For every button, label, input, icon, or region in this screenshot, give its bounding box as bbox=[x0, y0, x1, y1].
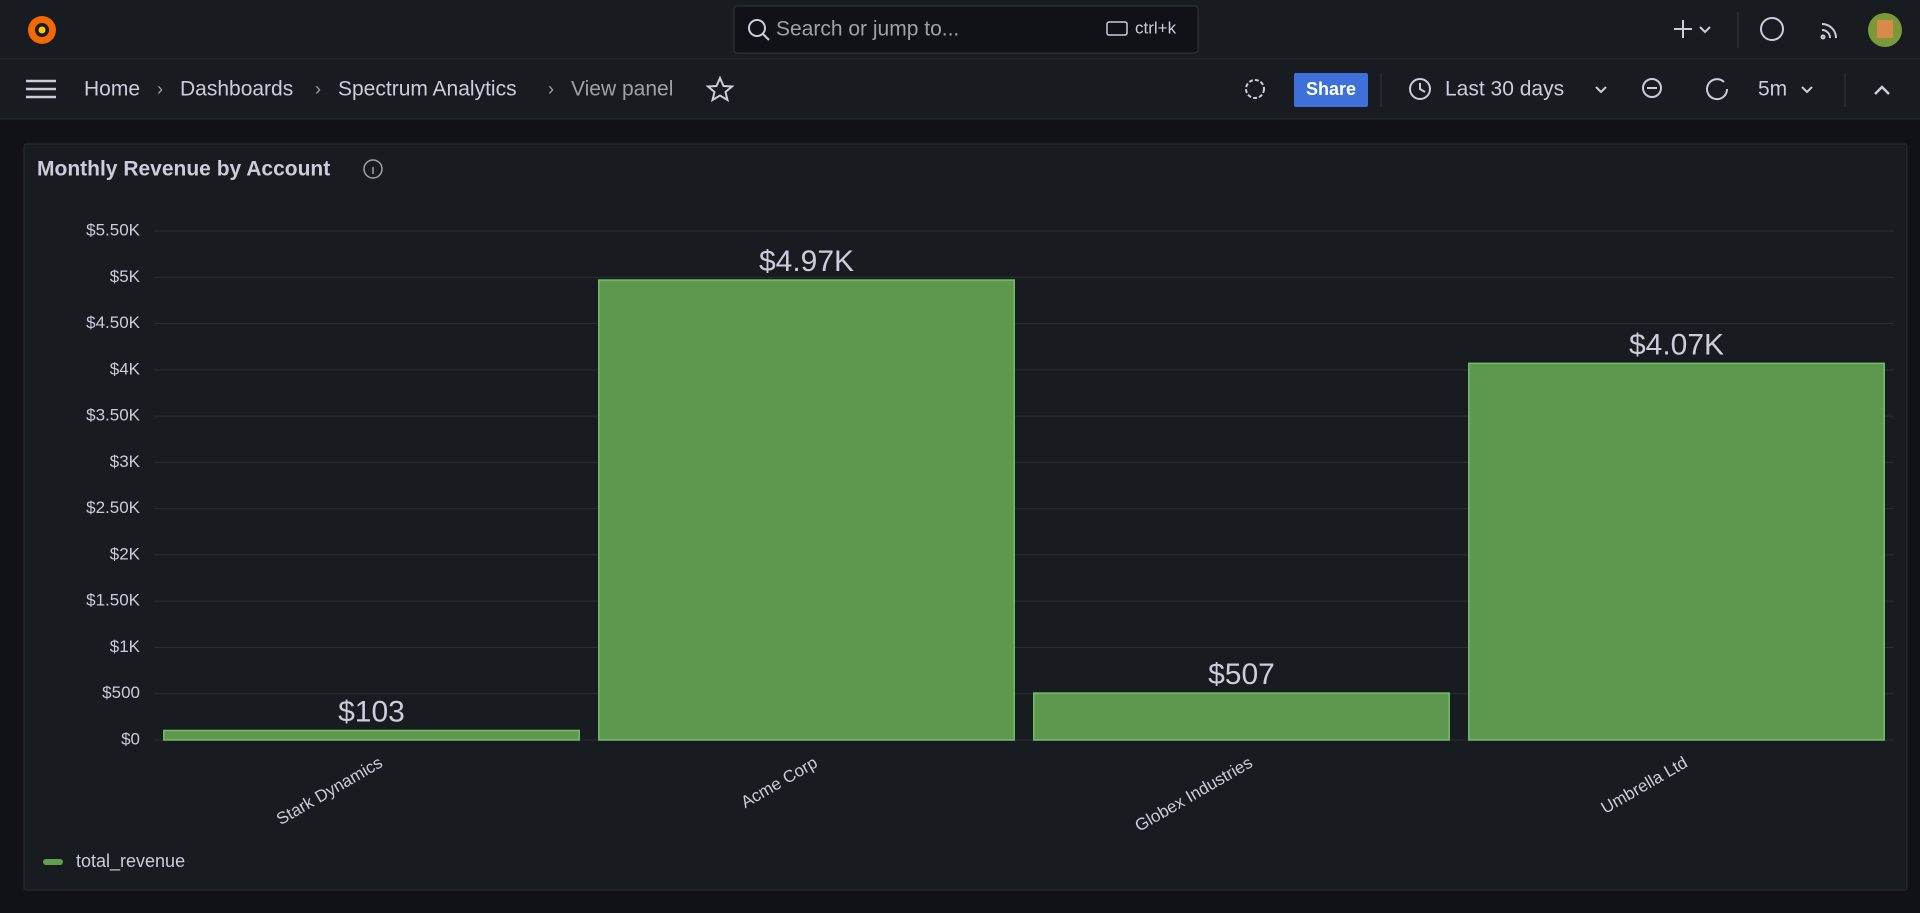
breadcrumb-sep: › bbox=[548, 79, 554, 99]
zoom-out-icon[interactable] bbox=[1642, 78, 1662, 98]
news-icon[interactable] bbox=[1820, 23, 1837, 40]
chevron bbox=[1699, 26, 1711, 34]
breadcrumb[interactable]: Spectrum Analytics bbox=[338, 78, 517, 101]
y-tick-label: $4K bbox=[110, 359, 141, 378]
breadcrumb-sep: › bbox=[315, 79, 321, 99]
y-tick-label: $2K bbox=[110, 544, 141, 563]
star-icon[interactable] bbox=[705, 75, 735, 103]
value-label: $4.07K bbox=[1629, 328, 1724, 361]
clock-icon[interactable] bbox=[1409, 78, 1431, 100]
chevron bbox=[1801, 86, 1813, 94]
breadcrumb: View panel bbox=[571, 78, 673, 101]
time-range[interactable]: Last 30 days bbox=[1445, 78, 1564, 101]
info-icon[interactable] bbox=[363, 159, 383, 179]
breadcrumb[interactable]: Dashboards bbox=[180, 78, 293, 101]
avatar-face bbox=[1877, 20, 1893, 38]
nav-bar bbox=[0, 60, 1920, 119]
bar bbox=[1033, 692, 1450, 741]
refresh-icon[interactable] bbox=[1706, 78, 1729, 101]
breadcrumb-sep: › bbox=[157, 79, 163, 99]
rss-arc bbox=[1821, 23, 1837, 39]
y-tick-label: $5K bbox=[110, 267, 141, 286]
value-label: $4.97K bbox=[759, 245, 854, 278]
legend-label: total_revenue bbox=[76, 851, 185, 872]
y-tick-label: $0 bbox=[121, 729, 140, 748]
keyboard-icon bbox=[1106, 21, 1128, 36]
settings-icon[interactable] bbox=[1245, 79, 1265, 99]
y-tick-label: $3K bbox=[110, 452, 141, 471]
breadcrumb[interactable]: Home bbox=[84, 78, 140, 101]
search-box[interactable] bbox=[733, 5, 1199, 54]
y-tick-label: $3.50K bbox=[86, 406, 141, 425]
value-label: $103 bbox=[338, 695, 405, 728]
search-placeholder: Search or jump to... bbox=[776, 18, 959, 41]
legend-swatch bbox=[43, 859, 63, 865]
bar bbox=[163, 729, 580, 741]
y-tick-label: $1.50K bbox=[86, 591, 141, 610]
refresh-interval[interactable]: 5m bbox=[1758, 78, 1787, 101]
logo[interactable] bbox=[28, 16, 56, 44]
bar bbox=[598, 279, 1015, 741]
share-button[interactable] bbox=[1294, 73, 1368, 107]
rss-arc bbox=[1821, 29, 1831, 39]
add-menu[interactable] bbox=[1674, 20, 1711, 38]
y-tick-label: $2.50K bbox=[86, 498, 141, 517]
value-label: $507 bbox=[1208, 658, 1275, 691]
chevron bbox=[1595, 86, 1607, 94]
y-tick-label: $4.50K bbox=[86, 313, 141, 332]
search-shortcut: ctrl+k bbox=[1135, 18, 1177, 37]
share-label: Share bbox=[1306, 79, 1356, 99]
search-icon bbox=[748, 19, 766, 37]
clock-hands bbox=[1419, 83, 1426, 93]
collapse-icon[interactable] bbox=[1874, 85, 1890, 95]
rss-dot bbox=[1820, 34, 1826, 40]
logo-core bbox=[38, 26, 46, 34]
bar bbox=[1468, 362, 1885, 741]
help-icon[interactable] bbox=[1760, 17, 1784, 41]
menu-icon[interactable] bbox=[26, 79, 56, 99]
y-tick-label: $5.50K bbox=[86, 220, 141, 239]
y-tick-label: $500 bbox=[102, 683, 140, 702]
y-tick-label: $1K bbox=[110, 637, 141, 656]
search-icon-handle bbox=[762, 33, 770, 41]
panel-title: Monthly Revenue by Account bbox=[37, 158, 330, 181]
